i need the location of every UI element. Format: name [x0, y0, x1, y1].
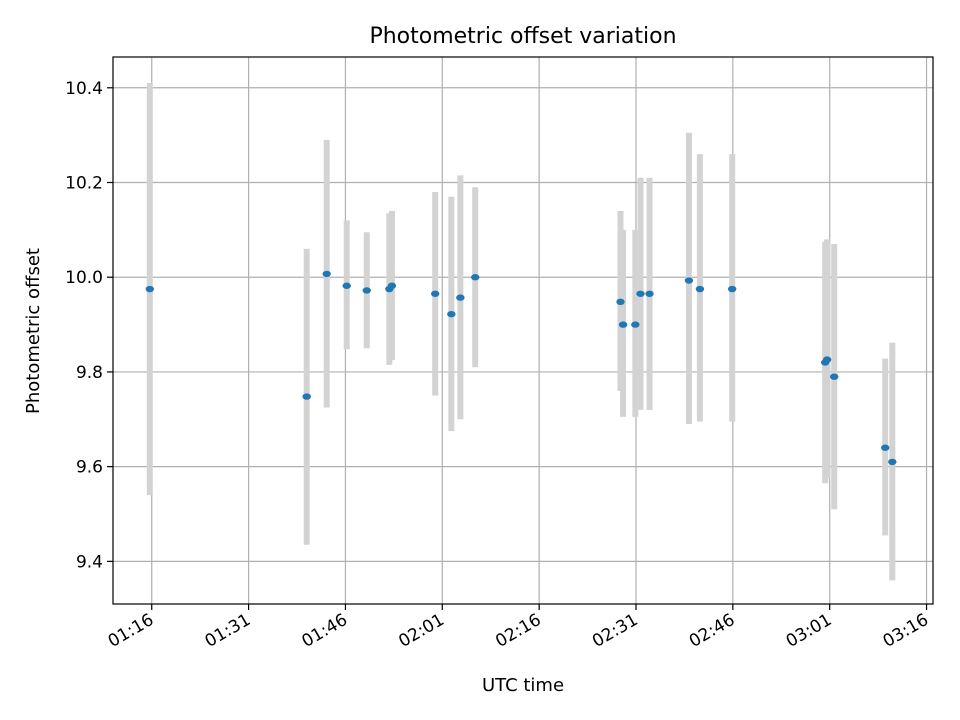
x-tick-label: 02:01 — [395, 610, 447, 652]
y-axis-label: Photometric offset — [23, 248, 44, 414]
x-tick-label: 01:46 — [299, 610, 351, 652]
x-axis-label: UTC time — [482, 675, 564, 696]
x-tick-label: 01:16 — [105, 610, 157, 652]
data-point — [430, 290, 440, 297]
data-point — [616, 298, 625, 306]
data-point — [822, 356, 832, 363]
x-tick-label: 02:31 — [589, 610, 641, 652]
data-point — [362, 287, 371, 294]
data-point — [695, 285, 705, 293]
data-point — [631, 321, 640, 328]
data-point — [645, 290, 654, 297]
data-point — [830, 373, 839, 380]
data-point — [447, 310, 456, 318]
x-tick-label: 02:46 — [686, 610, 738, 652]
y-tick-label: 10.4 — [65, 79, 103, 99]
data-point — [727, 285, 737, 293]
data-point — [302, 393, 311, 400]
y-tick-label: 9.4 — [76, 552, 103, 572]
data-point — [636, 290, 645, 297]
data-point — [684, 277, 694, 284]
data-points — [145, 270, 897, 466]
data-point — [888, 458, 897, 466]
data-point — [881, 444, 890, 451]
y-tick-label: 9.8 — [76, 363, 103, 383]
x-tick-label: 02:16 — [492, 610, 544, 652]
data-point — [387, 282, 397, 289]
data-point — [618, 321, 628, 328]
y-tick-label: 10.2 — [65, 174, 103, 194]
y-tick-label: 9.6 — [76, 458, 103, 478]
data-point — [322, 270, 331, 278]
chart-title: Photometric offset variation — [369, 24, 676, 49]
x-tick-label: 03:01 — [783, 610, 835, 652]
x-tick-label: 01:31 — [202, 610, 254, 652]
data-point — [456, 294, 465, 301]
data-point — [342, 282, 351, 289]
error-bars — [146, 83, 896, 581]
y-tick-label: 10.0 — [65, 268, 103, 288]
plot-frame — [112, 56, 934, 605]
data-point — [145, 285, 155, 293]
x-tick-label: 03:16 — [880, 610, 932, 652]
data-point — [471, 274, 480, 281]
grid-lines — [113, 57, 933, 604]
axis-ticks: 01:16 01:31 01:46 02:01 02:16 02:31 02:46 03:01… — [65, 79, 932, 652]
